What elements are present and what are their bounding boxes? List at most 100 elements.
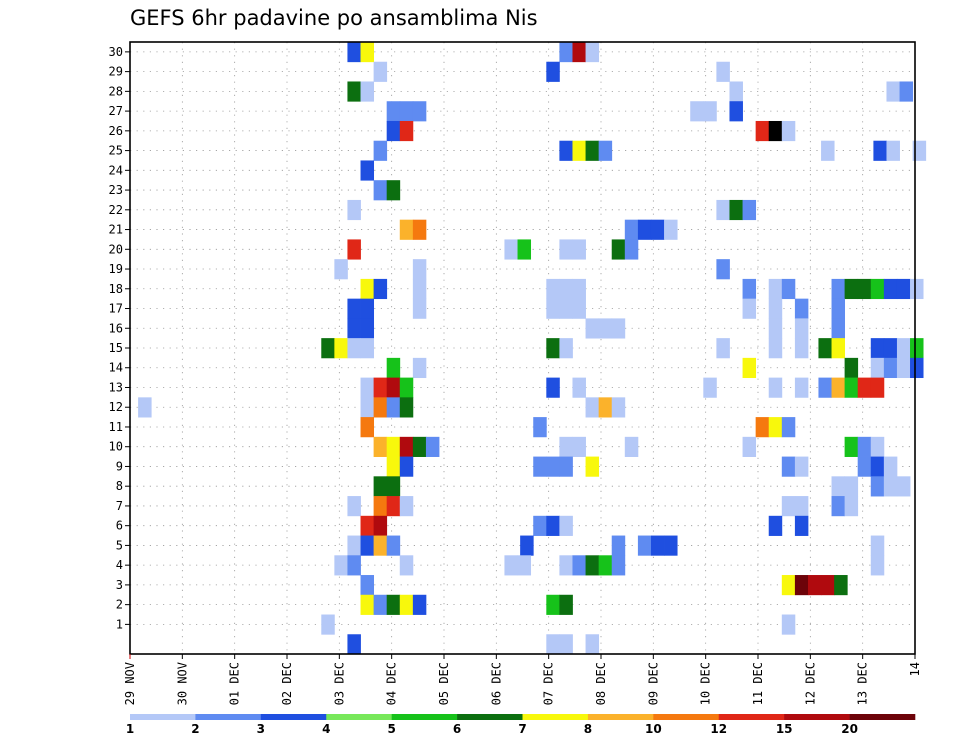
precip-cell: [729, 81, 743, 102]
precip-cell: [559, 515, 573, 536]
precip-cell: [821, 575, 835, 596]
precip-cell: [794, 456, 809, 477]
y-tick-label: 23: [109, 183, 123, 197]
precip-cell: [347, 298, 361, 319]
precip-cell: [870, 555, 885, 576]
legend-swatch: [784, 714, 850, 720]
precip-cell: [399, 101, 414, 122]
x-tick-label: 09 DEC: [646, 662, 660, 705]
y-tick-label: 8: [116, 479, 123, 493]
precip-cell: [559, 634, 573, 655]
precip-cell: [360, 338, 375, 359]
legend: 1 2 3 4 5 6 7 8 10 12 15 20: [126, 714, 916, 736]
legend-swatch: [391, 714, 458, 720]
precip-cell: [572, 555, 586, 576]
precip-cell: [386, 535, 401, 556]
precip-cell: [373, 61, 388, 82]
y-tick-label: 12: [109, 400, 123, 414]
precip-cell: [870, 357, 885, 379]
legend-label: 2: [191, 722, 199, 736]
precip-cell: [870, 476, 885, 497]
precip-cell: [755, 417, 770, 438]
precip-cell: [347, 555, 361, 576]
precip-cell: [412, 594, 427, 615]
legend-label: 5: [387, 722, 395, 736]
precip-cell: [831, 278, 846, 300]
precip-cell: [794, 298, 809, 319]
precip-cell: [373, 476, 388, 497]
precip-cell: [910, 357, 924, 379]
precip-cell: [768, 120, 783, 142]
precip-cell: [334, 338, 348, 359]
x-tick-label: 04 DEC: [385, 662, 399, 705]
precip-cell: [716, 61, 730, 82]
precip-cell: [831, 476, 846, 497]
precip-cell: [585, 140, 600, 161]
precip-cell: [347, 42, 361, 63]
precip-cell: [373, 496, 388, 517]
precip-cell: [886, 140, 900, 161]
precip-cell: [546, 298, 560, 319]
precip-cell: [347, 496, 361, 517]
x-tick-label: 10 DEC: [699, 662, 713, 705]
x-tick-label: 06 DEC: [489, 662, 503, 705]
y-axis: 1234567891011121314151617181920212223242…: [109, 45, 130, 631]
precip-cell: [360, 397, 375, 418]
precip-cell: [572, 377, 586, 398]
precip-cell: [572, 42, 586, 63]
precip-cell: [412, 298, 427, 319]
precip-cell: [386, 397, 401, 418]
precip-cell: [742, 278, 757, 300]
legend-label: 8: [584, 722, 592, 736]
precip-cell: [690, 101, 704, 122]
y-tick-label: 4: [116, 558, 123, 572]
precip-cell: [559, 42, 573, 63]
x-tick-label: 03 DEC: [332, 662, 346, 705]
y-tick-label: 25: [109, 144, 123, 158]
precip-cell: [386, 180, 401, 201]
precip-cell: [559, 456, 573, 477]
y-tick-label: 20: [109, 242, 123, 256]
precip-cell: [533, 515, 547, 536]
x-tick-label: 14: [908, 662, 922, 676]
precip-cell: [412, 101, 427, 122]
y-tick-label: 10: [109, 440, 123, 454]
precip-cell: [598, 140, 613, 161]
precip-cell: [896, 338, 911, 359]
y-tick-label: 28: [109, 84, 123, 98]
precip-cell: [844, 436, 859, 457]
precip-cell: [399, 456, 414, 477]
y-tick-label: 14: [109, 361, 123, 375]
precip-cell: [857, 377, 872, 398]
y-tick-label: 13: [109, 380, 123, 394]
precip-cell: [585, 397, 600, 418]
precip-cell: [870, 377, 885, 398]
precip-cell: [768, 377, 783, 398]
legend-swatch: [260, 714, 327, 720]
precip-cell: [883, 338, 898, 359]
y-tick-label: 29: [109, 65, 123, 79]
precip-cell: [637, 535, 652, 556]
y-tick-label: 24: [109, 163, 123, 177]
precip-cell: [546, 634, 560, 655]
precip-cell: [794, 377, 809, 398]
precip-cell: [844, 496, 859, 517]
precip-cell: [373, 535, 388, 556]
precip-cell: [334, 259, 348, 280]
precip-cell: [360, 417, 375, 438]
y-tick-label: 15: [109, 341, 123, 355]
precip-cell: [386, 377, 401, 398]
precip-cell: [768, 278, 783, 300]
precip-cell: [360, 160, 375, 181]
precip-cell: [598, 555, 613, 576]
y-tick-label: 2: [116, 598, 123, 612]
precip-cell: [399, 436, 414, 457]
precip-cell: [818, 338, 832, 359]
precip-cell: [386, 436, 401, 457]
y-tick-label: 22: [109, 203, 123, 217]
precip-cell: [386, 594, 401, 615]
precip-cell: [886, 81, 900, 102]
precip-cell: [781, 417, 796, 438]
precip-cell: [533, 456, 547, 477]
precip-cell: [559, 338, 573, 359]
